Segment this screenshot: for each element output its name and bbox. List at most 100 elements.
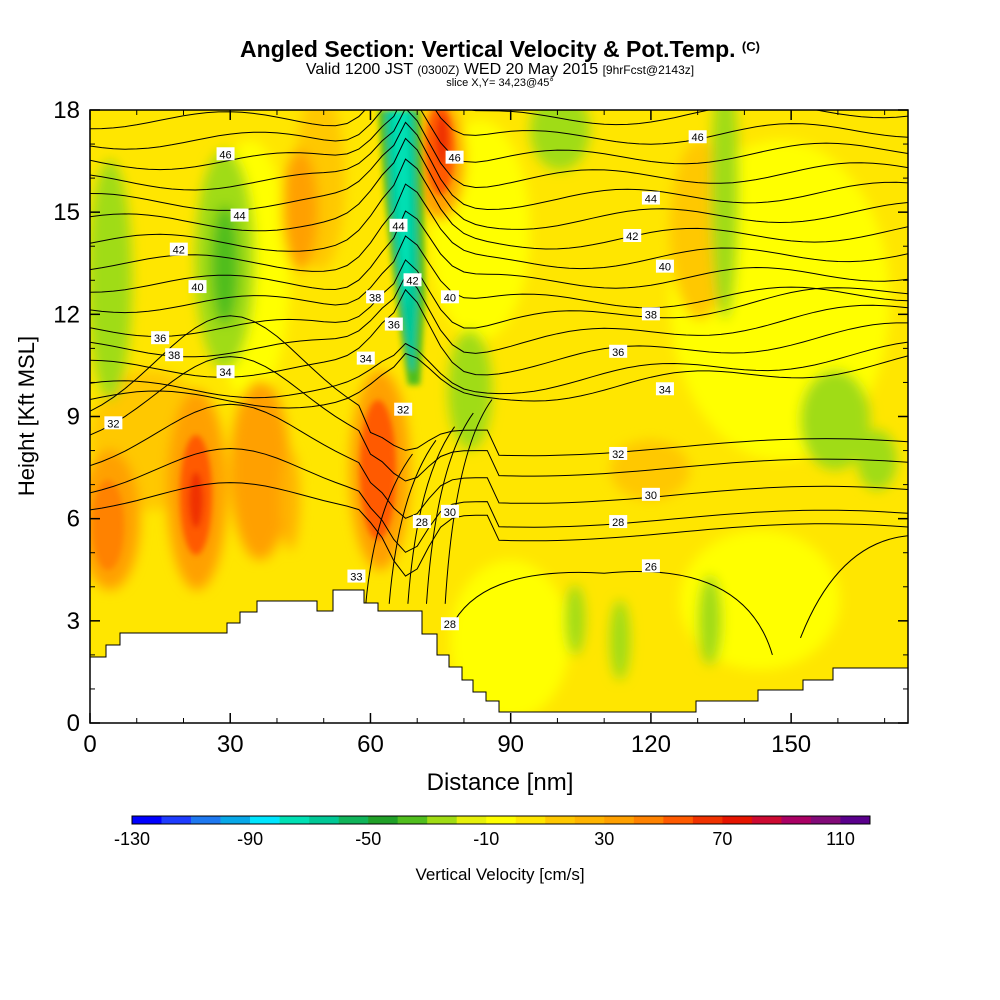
- theta-contour: [90, 341, 908, 399]
- theta-contour: [90, 158, 908, 252]
- theta-contour: [90, 259, 908, 338]
- theta-contour: [90, 482, 908, 577]
- contour-label-text: 38: [369, 292, 381, 304]
- contour-label-text: 46: [692, 132, 704, 144]
- contour-label-text: 42: [406, 275, 418, 287]
- contour-label: 28: [412, 515, 431, 529]
- contour-label: 32: [104, 416, 123, 430]
- contour-label-text: 34: [360, 354, 372, 366]
- theta-contour: [90, 447, 908, 553]
- y-tick-label: 0: [67, 710, 80, 737]
- contour-label: 36: [609, 344, 628, 359]
- colorbar-tick-label: 30: [594, 829, 614, 849]
- contour-label-text: 28: [444, 619, 456, 631]
- contour-label-text: 36: [388, 320, 400, 332]
- theta-contour: [90, 352, 908, 409]
- theta-contour: [90, 110, 908, 191]
- contour-label-text: 32: [612, 449, 624, 461]
- colorbar-swatch: [161, 816, 192, 824]
- contour-label: 30: [440, 504, 459, 519]
- theta-contour: [90, 110, 908, 130]
- contour-label: 38: [165, 348, 184, 362]
- x-tick-label: 30: [217, 731, 244, 758]
- slice-label: slice X,Y= 34,23@45°: [446, 77, 554, 89]
- theta-contour: [90, 137, 908, 232]
- y-tick-label: 9: [67, 404, 80, 431]
- contour-label-text: 46: [448, 153, 460, 165]
- colorbar-swatch: [397, 816, 428, 824]
- y-tick-label: 3: [67, 608, 80, 635]
- colorbar-swatch: [692, 816, 723, 824]
- chart-title-main: Angled Section: Vertical Velocity & Pot.…: [240, 36, 736, 62]
- contour-label: 42: [623, 229, 642, 243]
- contour-label-text: 30: [645, 490, 657, 502]
- contour-label: 40: [188, 280, 207, 294]
- x-tick-label: 90: [497, 731, 524, 758]
- theta-contour: [444, 399, 493, 604]
- colorbar: -130 -90 -50 -10 30 70 110: [114, 815, 871, 849]
- y-tick-label: 6: [67, 506, 80, 533]
- theta-contour: [90, 235, 908, 314]
- colorbar-swatch: [191, 816, 221, 824]
- colorbar-tick-label: -10: [473, 829, 499, 849]
- contour-label-text: 38: [645, 309, 657, 321]
- colorbar-swatch: [250, 816, 280, 824]
- contour-label: 32: [609, 446, 628, 461]
- colorbar-swatch: [810, 816, 841, 824]
- x-axis-label: Distance [nm]: [427, 769, 574, 796]
- contour-label-text: 26: [645, 561, 657, 573]
- contour-label-text: 40: [659, 262, 671, 274]
- theta-contour: [454, 570, 773, 656]
- contour-label-text: 40: [191, 282, 203, 294]
- colorbar-swatch: [604, 816, 635, 824]
- contour-label-text: 44: [645, 194, 657, 206]
- theta-contour: [90, 315, 908, 457]
- colorbar-swatch: [633, 816, 664, 824]
- valid-utc: (0300Z): [417, 63, 460, 77]
- contour-labels: 3236383440424446343836424446403230283328…: [104, 130, 707, 631]
- y-tick-label: 18: [53, 97, 80, 124]
- contour-label-text: 44: [233, 211, 245, 223]
- colorbar-tick-label: 110: [826, 829, 855, 849]
- y-tick-label: 12: [53, 301, 80, 328]
- colorbar-swatch: [220, 816, 251, 824]
- contour-label: 42: [403, 273, 422, 287]
- chart-title: Angled Section: Vertical Velocity & Pot.…: [0, 36, 1000, 63]
- contour-label-text: 46: [219, 149, 231, 161]
- contour-label: 28: [440, 617, 459, 631]
- contour-label-text: 42: [173, 245, 185, 257]
- valid-date: WED 20 May 2015: [463, 61, 599, 78]
- colorbar-swatch: [663, 816, 694, 824]
- x-tick-label: 0: [83, 731, 96, 758]
- colorbar-swatch: [515, 816, 546, 824]
- contour-label-text: 36: [154, 333, 166, 345]
- contour-label-text: 28: [612, 517, 624, 529]
- contour-label: 34: [655, 382, 674, 396]
- colorbar-swatch: [427, 816, 458, 824]
- contour-label: 30: [641, 487, 660, 502]
- x-tick-label: 60: [357, 731, 384, 758]
- colorbar-swatch: [722, 816, 753, 824]
- contour-label: 34: [356, 351, 375, 366]
- valid-prefix: Valid 1200 JST: [305, 61, 413, 78]
- theta-contour: [90, 274, 908, 358]
- colorbar-swatch: [781, 816, 812, 824]
- contour-label: 28: [609, 515, 628, 529]
- colorbar-frame: [131, 815, 871, 825]
- contour-label: 46: [445, 150, 464, 165]
- colorbar-swatch: [840, 816, 871, 824]
- colorbar-swatch: [279, 816, 310, 824]
- contour-label-text: 38: [168, 350, 180, 362]
- x-tick-label: 120: [631, 731, 671, 758]
- contour-label-text: 42: [626, 231, 638, 243]
- theta-contour: [90, 183, 908, 272]
- theta-contour: [407, 426, 456, 604]
- colorbar-tick-label: 70: [712, 829, 732, 849]
- terrain-mask: [89, 589, 909, 724]
- y-axis-label: Height [Kft MSL]: [14, 336, 39, 496]
- contour-label-text: 32: [107, 418, 119, 430]
- contour-label: 34: [216, 365, 235, 379]
- colorbar-swatch: [545, 816, 576, 824]
